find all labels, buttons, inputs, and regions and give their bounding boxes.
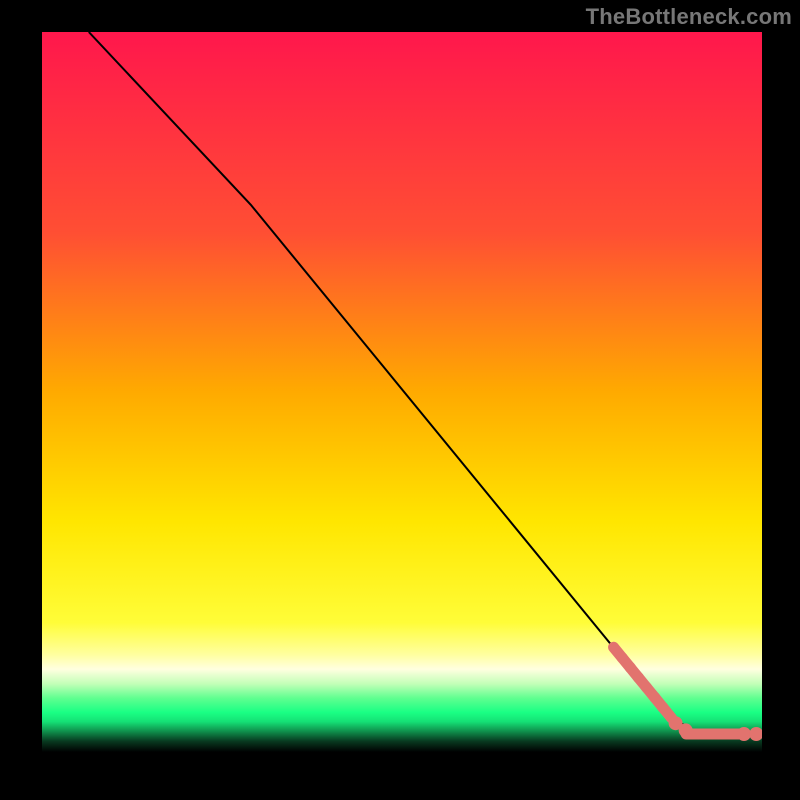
chart-container: TheBottleneck.com (0, 0, 800, 800)
gradient-background (42, 32, 762, 752)
watermark-text: TheBottleneck.com (586, 4, 792, 30)
marker-dot (737, 727, 751, 741)
marker-dash (663, 707, 672, 718)
chart-plot (42, 32, 762, 752)
